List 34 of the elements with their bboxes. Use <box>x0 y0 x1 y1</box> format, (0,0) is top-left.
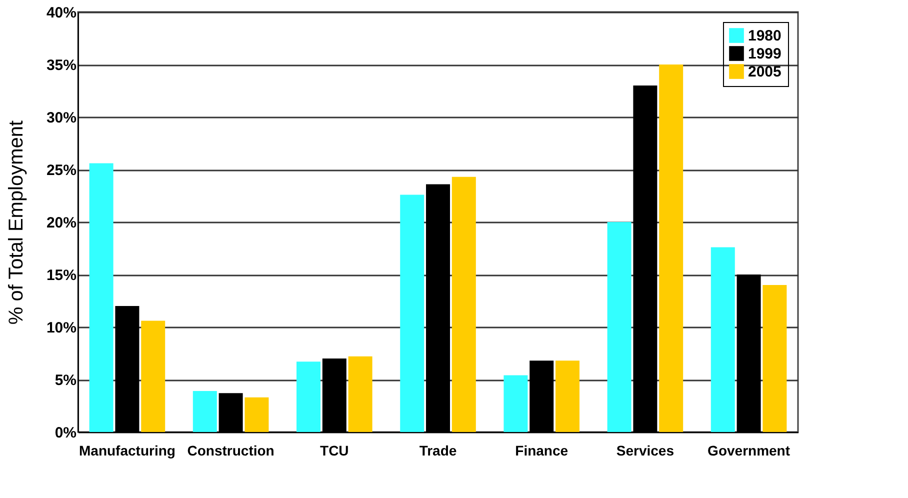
legend-label: 1980 <box>748 28 782 44</box>
y-tick-label: 10% <box>46 320 76 336</box>
y-tick-label: 5% <box>54 372 76 389</box>
x-tick-label: TCU <box>320 442 349 458</box>
bar <box>296 362 321 432</box>
x-tick-label: Government <box>708 442 790 458</box>
legend-label: 2005 <box>748 64 782 80</box>
y-axis-title: % of Total Employment <box>5 120 28 325</box>
bar <box>555 360 580 432</box>
bar <box>762 285 787 432</box>
y-tick-label: 30% <box>46 110 76 126</box>
y-tick-label: 35% <box>46 57 76 74</box>
bar <box>192 391 217 432</box>
bar <box>659 64 684 432</box>
y-tick-label: 25% <box>46 162 76 179</box>
y-tick-label: 20% <box>46 214 76 232</box>
bar <box>348 356 372 432</box>
x-tick-label: Construction <box>187 442 274 458</box>
y-tick-label: 15% <box>46 267 76 284</box>
bar <box>244 397 269 432</box>
bar <box>141 320 166 432</box>
bar <box>710 247 735 432</box>
bar <box>89 163 114 432</box>
x-tick-label: Finance <box>515 442 568 458</box>
bar <box>504 375 528 432</box>
x-tick-label: Trade <box>419 442 457 458</box>
bar <box>400 194 424 432</box>
y-tick-label: 0% <box>54 424 76 442</box>
bar <box>452 176 476 432</box>
x-tick-label: Manufacturing <box>78 442 176 458</box>
bar <box>607 222 632 432</box>
y-tick-label: 40% <box>46 4 76 22</box>
x-tick-label: Services <box>616 442 674 458</box>
legend-label: 1999 <box>748 46 782 62</box>
